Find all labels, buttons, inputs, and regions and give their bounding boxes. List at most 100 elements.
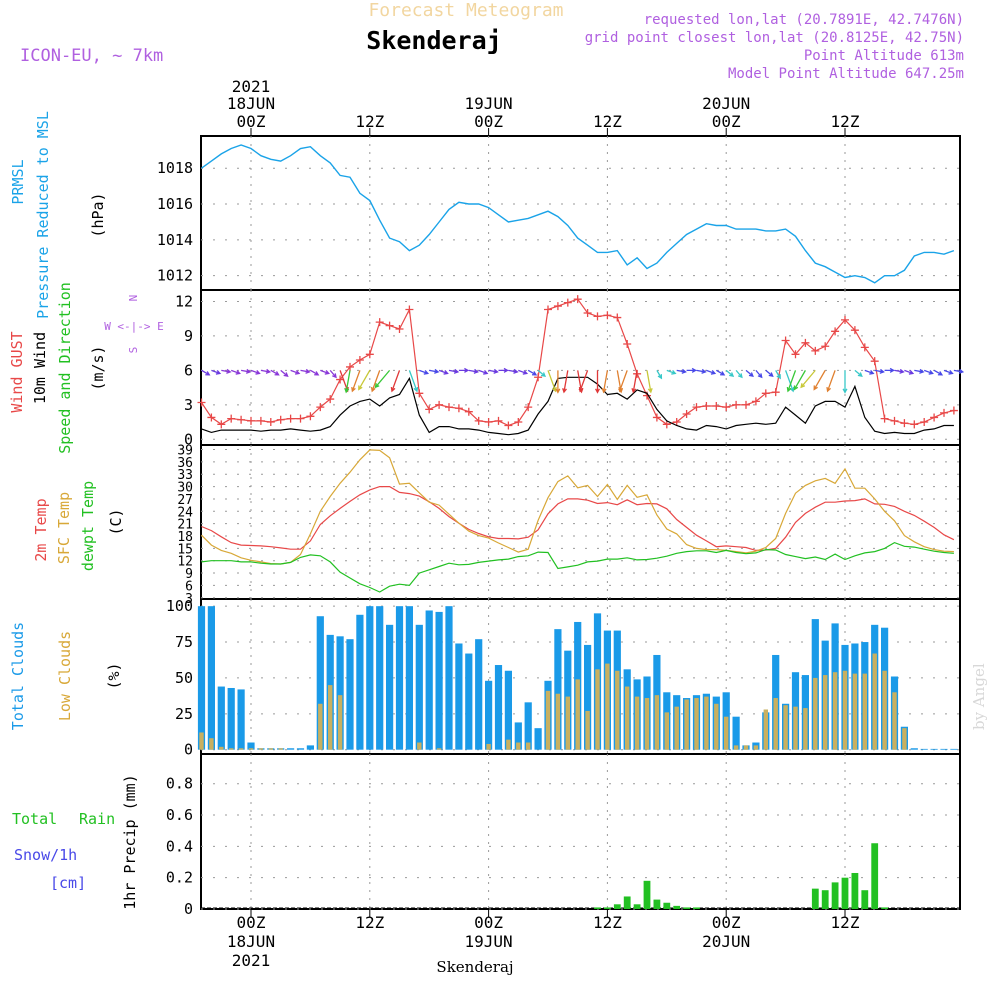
speed-direction-label: Speed and Direction (56, 282, 74, 454)
gust-point (613, 313, 622, 322)
gust-point (217, 420, 226, 429)
gust-point (930, 413, 939, 422)
total-clouds-bar (287, 748, 295, 750)
gust-point (781, 336, 790, 345)
gust-point (266, 418, 275, 427)
gust-point (940, 408, 948, 417)
low-clouds-bar (773, 698, 778, 750)
rain-bar (643, 880, 651, 909)
top-time-label: 2021 (232, 77, 271, 96)
panel-frames (200, 135, 961, 910)
low-clouds-bar (585, 710, 590, 750)
wind-arrow (230, 369, 241, 375)
gust-point (920, 418, 929, 427)
wind-arrow (676, 368, 687, 374)
gust-point (504, 421, 513, 430)
gust-point (474, 416, 483, 425)
wind-arrow (646, 370, 653, 394)
temp-ytick-label: 3 (185, 592, 193, 607)
sfc-temp-label: SFC Temp (55, 492, 73, 564)
wind-arrow (344, 370, 351, 394)
wind-arrow (864, 369, 875, 375)
wind-arrow (370, 370, 381, 393)
cm-label: [cm] (50, 874, 86, 892)
wind-ytick-label: 12 (175, 292, 193, 310)
low-clouds-bar (902, 728, 907, 750)
wind-arrow (904, 369, 915, 375)
total-label: Total (12, 810, 57, 828)
location-title: Skenderaj (366, 26, 501, 55)
wind-arrow (706, 369, 717, 375)
wind-arrow (696, 368, 707, 374)
pressure-ytick-label: 1018 (157, 159, 193, 177)
wind-arrow (745, 369, 754, 378)
low-clouds-bar (634, 696, 640, 750)
gust-point (900, 419, 909, 428)
low-clouds-bar (644, 698, 650, 750)
gust-point (355, 356, 364, 365)
total-clouds-bar (306, 745, 314, 750)
gust-point (593, 312, 602, 321)
gust-point (306, 412, 315, 421)
wind-arrow (390, 370, 401, 393)
total-clouds-bar (366, 606, 374, 750)
rain-bar (653, 899, 661, 909)
total-clouds-bar (465, 653, 473, 750)
total-clouds-bar (197, 606, 206, 750)
hpa-label: (hPa) (89, 192, 107, 237)
low-clouds-bar (615, 670, 620, 750)
gust-point (722, 403, 731, 412)
wind-arrow (260, 368, 272, 374)
total-clouds-bar (386, 624, 394, 750)
top-time-label: 00Z (712, 112, 741, 131)
10m-wind-label: 10m Wind (31, 332, 49, 404)
2m-temp-label: 2m Temp (32, 498, 50, 561)
gust-point (742, 400, 750, 409)
ms-label: (m/s) (89, 345, 107, 390)
gust-point (514, 418, 523, 427)
low-clouds-bar (199, 732, 204, 750)
low-clouds-bar (219, 746, 224, 750)
top-time-label: 00Z (237, 112, 266, 131)
wind-arrow (894, 368, 905, 374)
wind-ytick-label: 3 (184, 396, 193, 414)
low-clouds-bar (545, 690, 551, 750)
low-clouds-bar (694, 698, 699, 750)
pressure-ytick-label: 1014 (157, 231, 193, 249)
gust-point (346, 362, 354, 371)
temp-ytick-label: 15 (177, 542, 193, 557)
total-clouds-bar (247, 742, 255, 750)
sfc-temp-line (201, 449, 954, 565)
low-clouds-bar (892, 692, 897, 750)
wind-arrow (221, 368, 232, 374)
gust-point (256, 416, 265, 425)
gust-point (870, 357, 879, 366)
low-clouds-bar (704, 696, 709, 750)
rain-bar (871, 843, 879, 909)
bottom-time-label: 2021 (232, 951, 271, 970)
top-time-label: 20JUN (702, 94, 750, 113)
gust-point (286, 414, 295, 423)
total-clouds-bar (504, 670, 512, 750)
rain-bar (604, 907, 611, 909)
wind-arrow (280, 369, 289, 378)
snow-label: Snow/1h (14, 846, 77, 864)
bottom-time-label: 00Z (237, 913, 266, 932)
rain-bar (811, 888, 819, 909)
gust-point (425, 405, 434, 414)
wind-ytick-label: 0 (184, 430, 193, 448)
wind-arrow (250, 369, 261, 375)
total-clouds-bar (346, 639, 354, 750)
rain-bar (673, 905, 681, 909)
precip-ytick-label: 0 (184, 900, 193, 918)
wind-arrow (498, 367, 509, 373)
compass-we: W <-|-> E (104, 320, 164, 333)
wind-arrow (601, 370, 609, 394)
low-clouds-bar (684, 699, 689, 750)
gust-point (197, 398, 206, 407)
low-clouds-bar (763, 709, 768, 750)
rain-bar (831, 882, 839, 909)
gust-point (207, 413, 216, 422)
low-clouds-bar (714, 703, 719, 750)
